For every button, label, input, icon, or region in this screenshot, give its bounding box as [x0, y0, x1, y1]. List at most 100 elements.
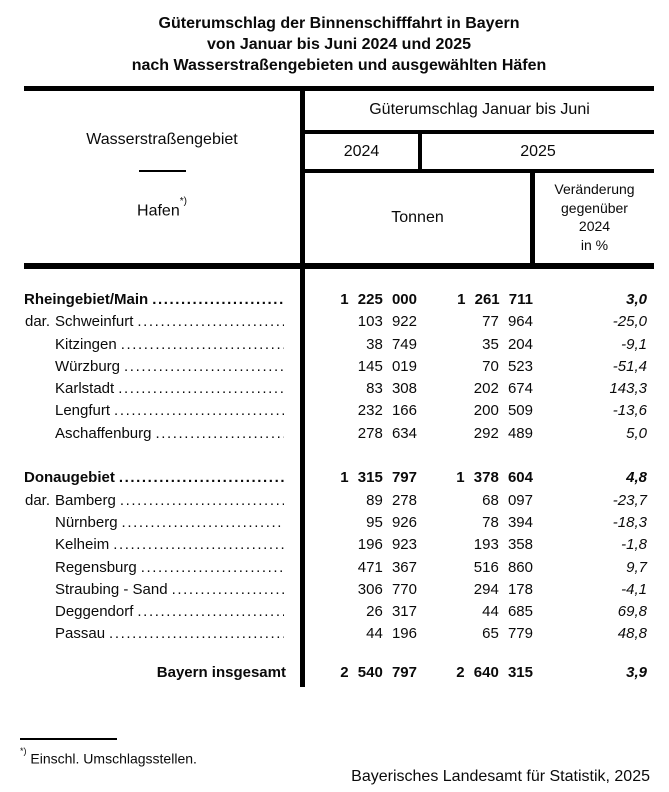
dot-leader — [121, 334, 284, 356]
dot-leader — [113, 534, 284, 556]
col-2025-value: 516 860 — [473, 558, 533, 576]
col-change-value: 143,3 — [609, 380, 647, 398]
table-row: Kelheim 196 923 193 358 -1,8 — [24, 534, 654, 556]
row-label: dar. Schweinfurt — [24, 311, 300, 333]
header-change-label: Veränderung gegenüber 2024 in % — [535, 173, 654, 263]
header-unit-tonnen: Tonnen — [391, 209, 444, 226]
row-label: Passau — [24, 623, 300, 645]
table-row: Regensburg 471 367 516 860 9,7 — [24, 557, 654, 579]
col-change-value: 9,7 — [626, 558, 647, 576]
dot-leader — [122, 512, 284, 534]
footnote-rule — [20, 738, 117, 740]
col-2024-value: 2 540 797 — [340, 663, 417, 681]
row-name: Bamberg — [55, 491, 116, 509]
header-unit-row: Tonnen Veränderung gegenüber 2024 in % — [305, 173, 654, 263]
col-2025-value: 77 964 — [482, 313, 533, 331]
table-row: Donaugebiet 1 315 797 1 378 604 4,8 — [24, 467, 654, 489]
header-waterway-label: Wasserstraßengebiet — [86, 131, 238, 148]
dot-leader — [137, 601, 284, 623]
change-line-3: 2024 — [578, 218, 611, 234]
header-right-section: Güterumschlag Januar bis Juni 2024 2025 … — [305, 91, 654, 263]
row-label: Nürnberg — [24, 512, 300, 534]
change-line-2: gegenüber — [561, 199, 628, 216]
col-2025-value: 44 685 — [482, 603, 533, 621]
row-name: Lengfurt — [55, 402, 111, 420]
col-2024-value: 95 926 — [366, 513, 417, 531]
footnote: *) Einschl. Umschlagsstellen. — [20, 746, 197, 768]
table-row: Rheingebiet/Main 1 225 000 1 261 711 3,0 — [24, 289, 654, 311]
dar-prefix: dar. — [25, 491, 51, 509]
table-body: Rheingebiet/Main 1 225 000 1 261 711 3,0 dar… — [24, 269, 654, 687]
dot-leader — [141, 557, 284, 579]
title-line-2: von Januar bis Juni 2024 und 2025 — [206, 36, 472, 53]
dot-leader — [124, 356, 284, 378]
row-name: Passau — [55, 625, 106, 643]
header-year-2024: 2024 — [343, 143, 380, 160]
row-label: Kitzingen — [24, 334, 300, 356]
dot-leader — [137, 311, 284, 333]
row-name: Nürnberg — [55, 513, 118, 531]
col-2024-value: 232 166 — [357, 402, 417, 420]
col-change-value: -23,7 — [612, 491, 647, 509]
col-2024-value: 145 019 — [357, 357, 417, 375]
table-row: Deggendorf 26 317 44 685 69,8 — [24, 601, 654, 623]
source-attribution: Bayerisches Landesamt für Statistik, 202… — [351, 768, 650, 785]
header-col-waterway: Wasserstraßengebiet Hafen*) — [24, 91, 300, 263]
page-title: Güterumschlag der Binnenschifffahrt in B… — [24, 13, 654, 76]
col-2025-value: 35 204 — [482, 335, 533, 353]
row-label: Kelheim — [24, 534, 300, 556]
row-name: Würzburg — [55, 357, 121, 375]
row-label: Straubing - Sand — [24, 579, 300, 601]
table-row: Straubing - Sand 306 770 294 178 -4,1 — [24, 579, 654, 601]
table-row: Aschaffenburg 278 634 292 489 5,0 — [24, 423, 654, 445]
col-change-value: 5,0 — [626, 424, 647, 442]
footnote-marker: *) — [20, 746, 27, 756]
table-row: dar.Bamberg 89 278 68 097 -23,7 — [24, 490, 654, 512]
table-row: Karlstadt 83 308 202 674 143,3 — [24, 378, 654, 400]
header-bottom-rule — [24, 263, 654, 269]
col-2024-value: 1 315 797 — [340, 469, 417, 487]
row-label: Aschaffenburg — [24, 423, 300, 445]
table-row: Bayern insgesamt 2 540 797 2 640 315 3,9 — [24, 662, 654, 684]
table-row: Passau 44 196 65 779 48,8 — [24, 623, 654, 645]
row-name: Bayern insgesamt — [156, 663, 286, 681]
row-name: Deggendorf — [55, 603, 134, 621]
col-2024-value: 471 367 — [357, 558, 417, 576]
row-label: Würzburg — [24, 356, 300, 378]
col-change-value: -18,3 — [612, 513, 647, 531]
row-label: Bayern insgesamt — [24, 662, 300, 684]
col-change-value: -9,1 — [621, 335, 647, 353]
col-change-value: -1,8 — [621, 536, 647, 554]
dar-prefix: dar. — [25, 313, 51, 331]
col-2024-value: 38 749 — [366, 335, 417, 353]
header-group-title: Güterumschlag Januar bis Juni — [305, 91, 654, 134]
header-port-text: Hafen — [137, 202, 180, 220]
col-2024-value: 196 923 — [357, 536, 417, 554]
main-column-divider — [300, 86, 305, 688]
row-name: Donaugebiet — [24, 469, 115, 487]
col-change-value: -13,6 — [612, 402, 647, 420]
row-label: Rheingebiet/Main — [24, 289, 300, 311]
dot-leader — [155, 423, 284, 445]
table-row: dar.Schweinfurt 103 922 77 964 -25,0 — [24, 311, 654, 333]
col-2025-value: 193 358 — [473, 536, 533, 554]
change-line-1: Veränderung — [554, 181, 635, 197]
dot-leader — [172, 579, 284, 601]
dot-leader — [114, 400, 284, 422]
row-name: Kitzingen — [55, 335, 117, 353]
col-change-value: -25,0 — [612, 313, 647, 331]
col-2025-value: 1 378 604 — [456, 469, 533, 487]
row-name: Straubing - Sand — [55, 580, 168, 598]
col-2025-value: 202 674 — [473, 380, 533, 398]
change-column-divider — [530, 173, 535, 263]
dot-leader — [152, 289, 284, 311]
col-2024-value: 278 634 — [357, 424, 417, 442]
row-label: Regensburg — [24, 557, 300, 579]
table-header: Wasserstraßengebiet Hafen*) Güterumschla… — [24, 91, 654, 263]
col-2025-value: 294 178 — [473, 580, 533, 598]
table-row: Würzburg 145 019 70 523 -51,4 — [24, 356, 654, 378]
row-name: Karlstadt — [55, 380, 115, 398]
row-label: dar. Bamberg — [24, 490, 300, 512]
row-label: Deggendorf — [24, 601, 300, 623]
